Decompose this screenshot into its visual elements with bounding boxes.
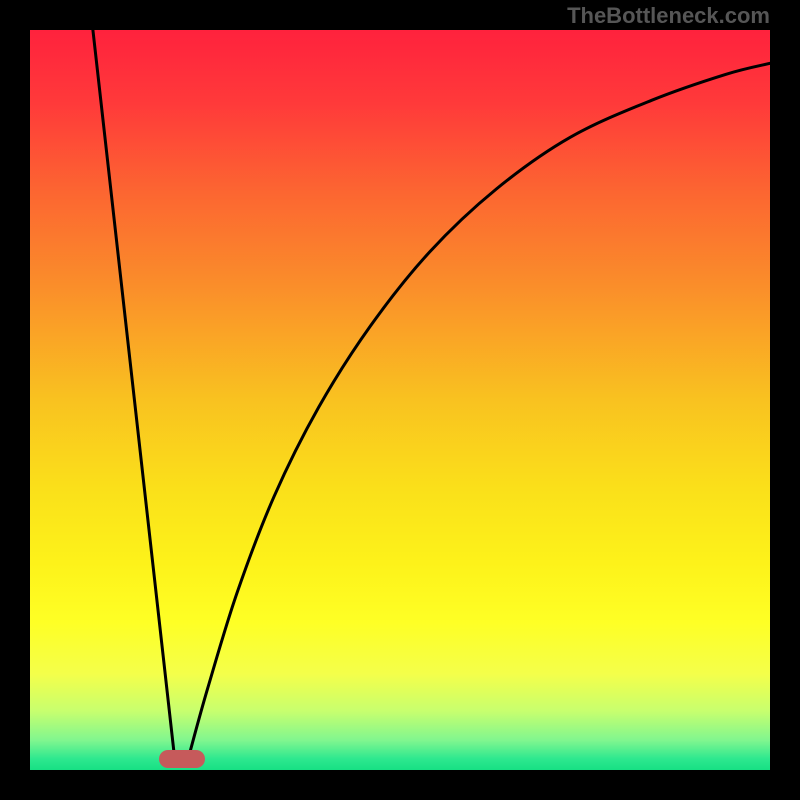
curves-overlay [30, 30, 770, 770]
plot-area [30, 30, 770, 770]
watermark-label: TheBottleneck.com [567, 3, 770, 28]
chart-container: TheBottleneck.com [0, 0, 800, 800]
watermark-text: TheBottleneck.com [567, 3, 770, 29]
bottleneck-marker [159, 750, 205, 768]
